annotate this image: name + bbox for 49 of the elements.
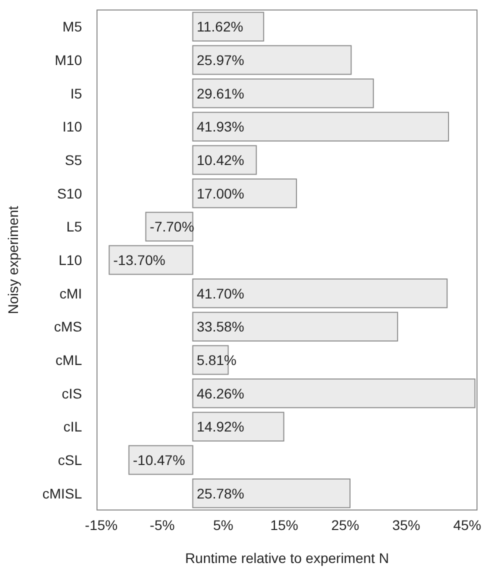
y-tick-label: cMS — [54, 318, 82, 335]
x-tick-label: 45% — [453, 517, 482, 533]
data-label: -13.70% — [113, 252, 166, 268]
data-label: -10.47% — [132, 452, 186, 468]
x-tick-label: -5% — [150, 517, 175, 533]
bar — [192, 278, 448, 308]
data-label: -7.70% — [150, 218, 194, 235]
x-tick-label: 5% — [213, 517, 234, 533]
y-tick-label: L10 — [58, 252, 82, 268]
bar — [192, 112, 450, 142]
data-label: 41.70% — [196, 285, 244, 302]
bar — [192, 145, 257, 175]
bar — [192, 412, 284, 442]
y-tick-label: cSL — [58, 452, 82, 468]
y-tick-label: S10 — [57, 185, 82, 202]
y-tick-label: M5 — [62, 18, 82, 35]
y-tick-label: S5 — [64, 152, 82, 168]
data-label: 25.78% — [196, 485, 244, 502]
bar — [192, 45, 352, 75]
bar — [128, 445, 194, 475]
data-label: 14.92% — [196, 418, 244, 435]
data-label: 11.62% — [196, 18, 244, 35]
data-label: 5.81% — [196, 352, 236, 368]
y-tick-label: cMI — [59, 285, 82, 302]
data-label: 46.26% — [196, 385, 244, 402]
data-label: 29.61% — [196, 85, 244, 102]
x-tick-label: 15% — [270, 517, 298, 533]
y-tick-label: M10 — [54, 52, 82, 68]
x-tick-label: -15% — [84, 517, 118, 533]
y-axis-title: Noisy experiment — [5, 206, 21, 314]
data-label: 41.93% — [196, 118, 244, 135]
data-label: 10.42% — [196, 152, 244, 168]
x-tick-label: 35% — [392, 517, 420, 533]
bar — [108, 245, 194, 275]
x-tick-label: 25% — [331, 517, 360, 533]
y-tick-label: L5 — [66, 218, 82, 235]
data-label: 17.00% — [196, 185, 244, 202]
data-label: 33.58% — [196, 318, 244, 335]
data-label: 25.97% — [196, 52, 244, 68]
x-axis-title: Runtime relative to experiment N — [185, 550, 389, 566]
y-tick-label: cML — [56, 352, 82, 368]
bar — [192, 178, 297, 208]
y-tick-label: I10 — [62, 118, 82, 135]
y-tick-label: cMISL — [42, 485, 82, 502]
y-tick-label: I5 — [70, 85, 82, 102]
y-tick-label: cIS — [62, 385, 82, 402]
bar — [192, 78, 374, 108]
bar — [192, 312, 398, 342]
y-tick-label: cIL — [63, 418, 82, 435]
